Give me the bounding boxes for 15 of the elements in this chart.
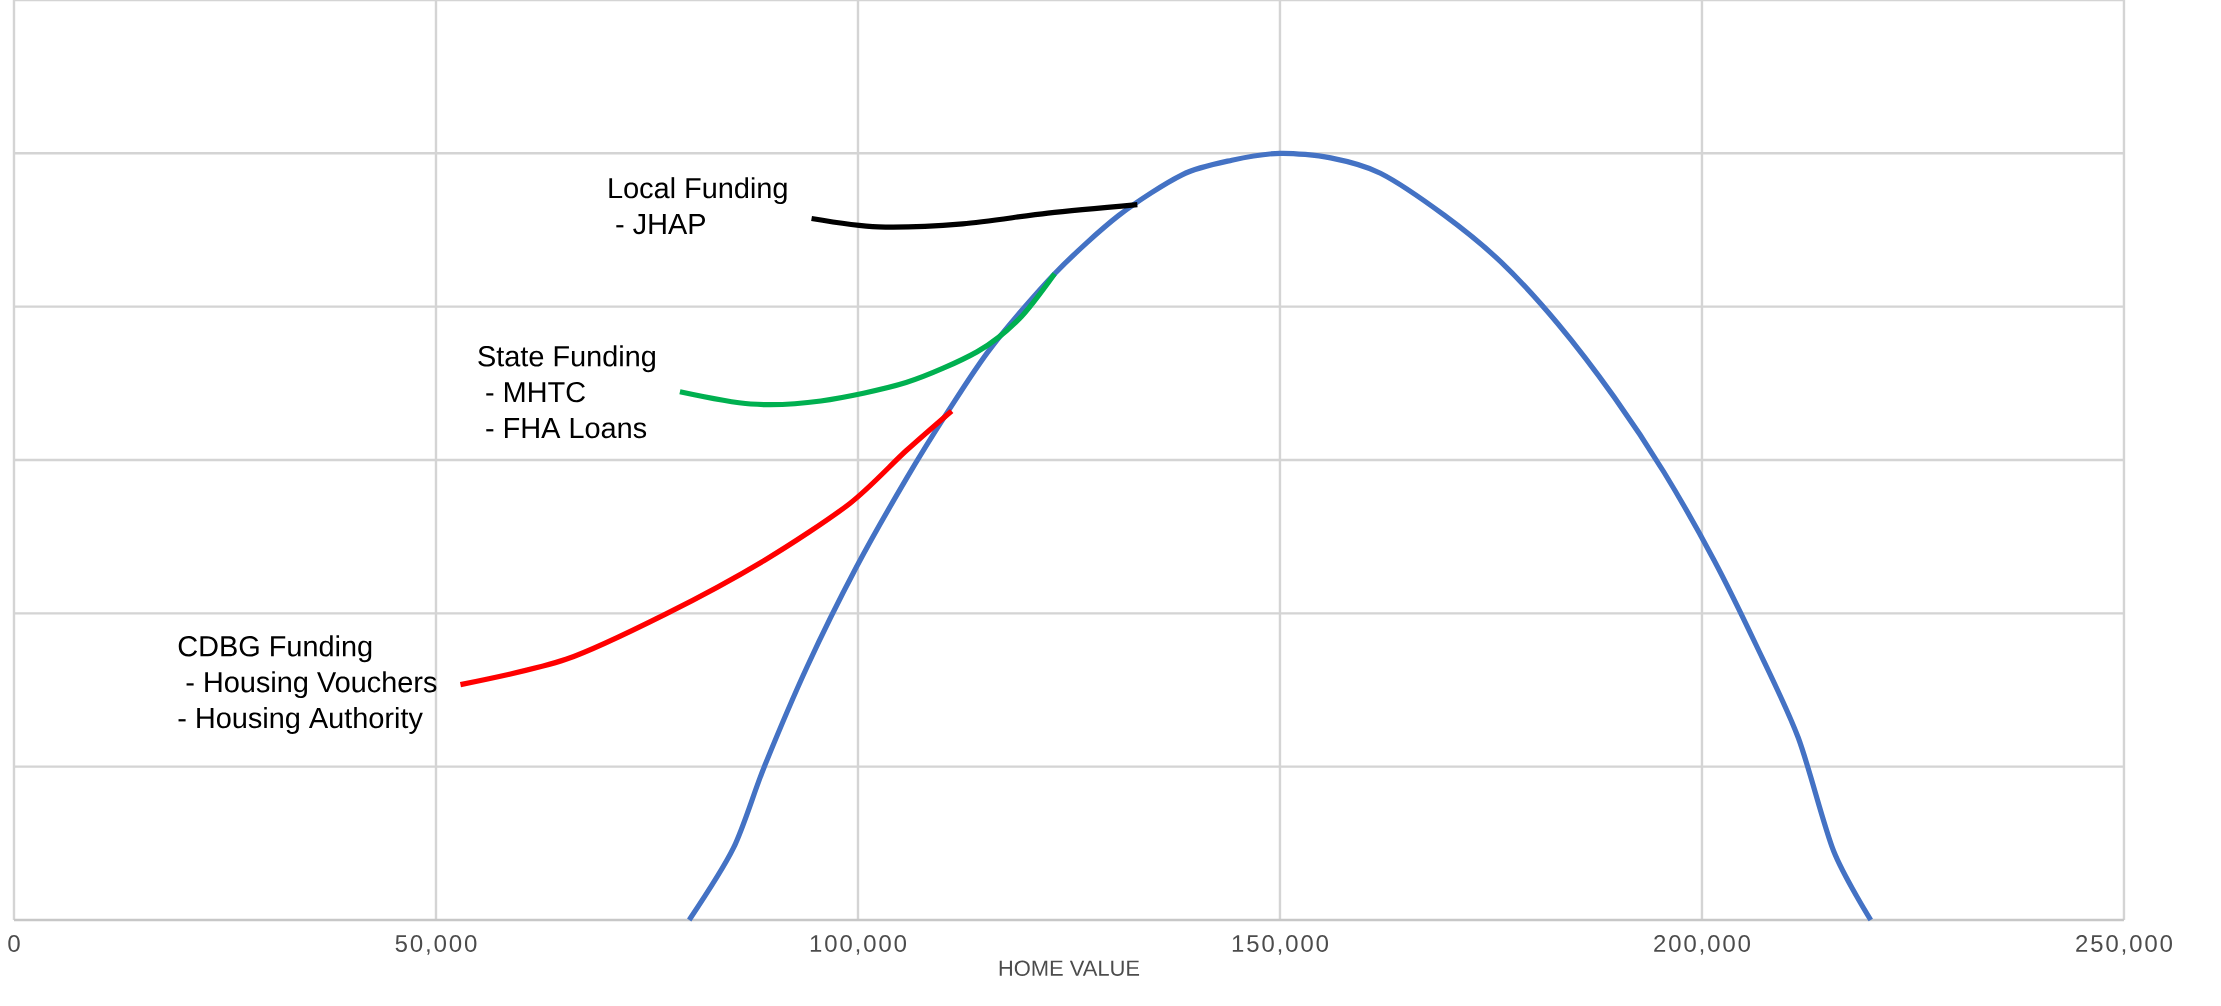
x-tick-label: 0 [8,935,20,952]
x-tick-label: 50,000 [395,935,477,955]
annotation: State Funding [478,345,655,373]
annotation: - FHA Loans [486,418,647,439]
annotation: CDBG Funding [178,635,372,663]
annotation: - MHTC [486,381,585,403]
annotation: - JHAP [616,214,705,235]
x-tick-label: 250,000 [2076,935,2172,955]
x-axis-title: HOME VALUE [999,960,1140,976]
annotation: Local Funding [609,177,787,205]
annotation: - Housing Vouchers [186,671,437,699]
annotation: - Housing Authority [178,707,423,734]
x-tick-label: 200,000 [1654,935,1750,955]
x-tick-label: 100,000 [810,935,906,955]
x-tick-label: 150,000 [1232,935,1328,955]
